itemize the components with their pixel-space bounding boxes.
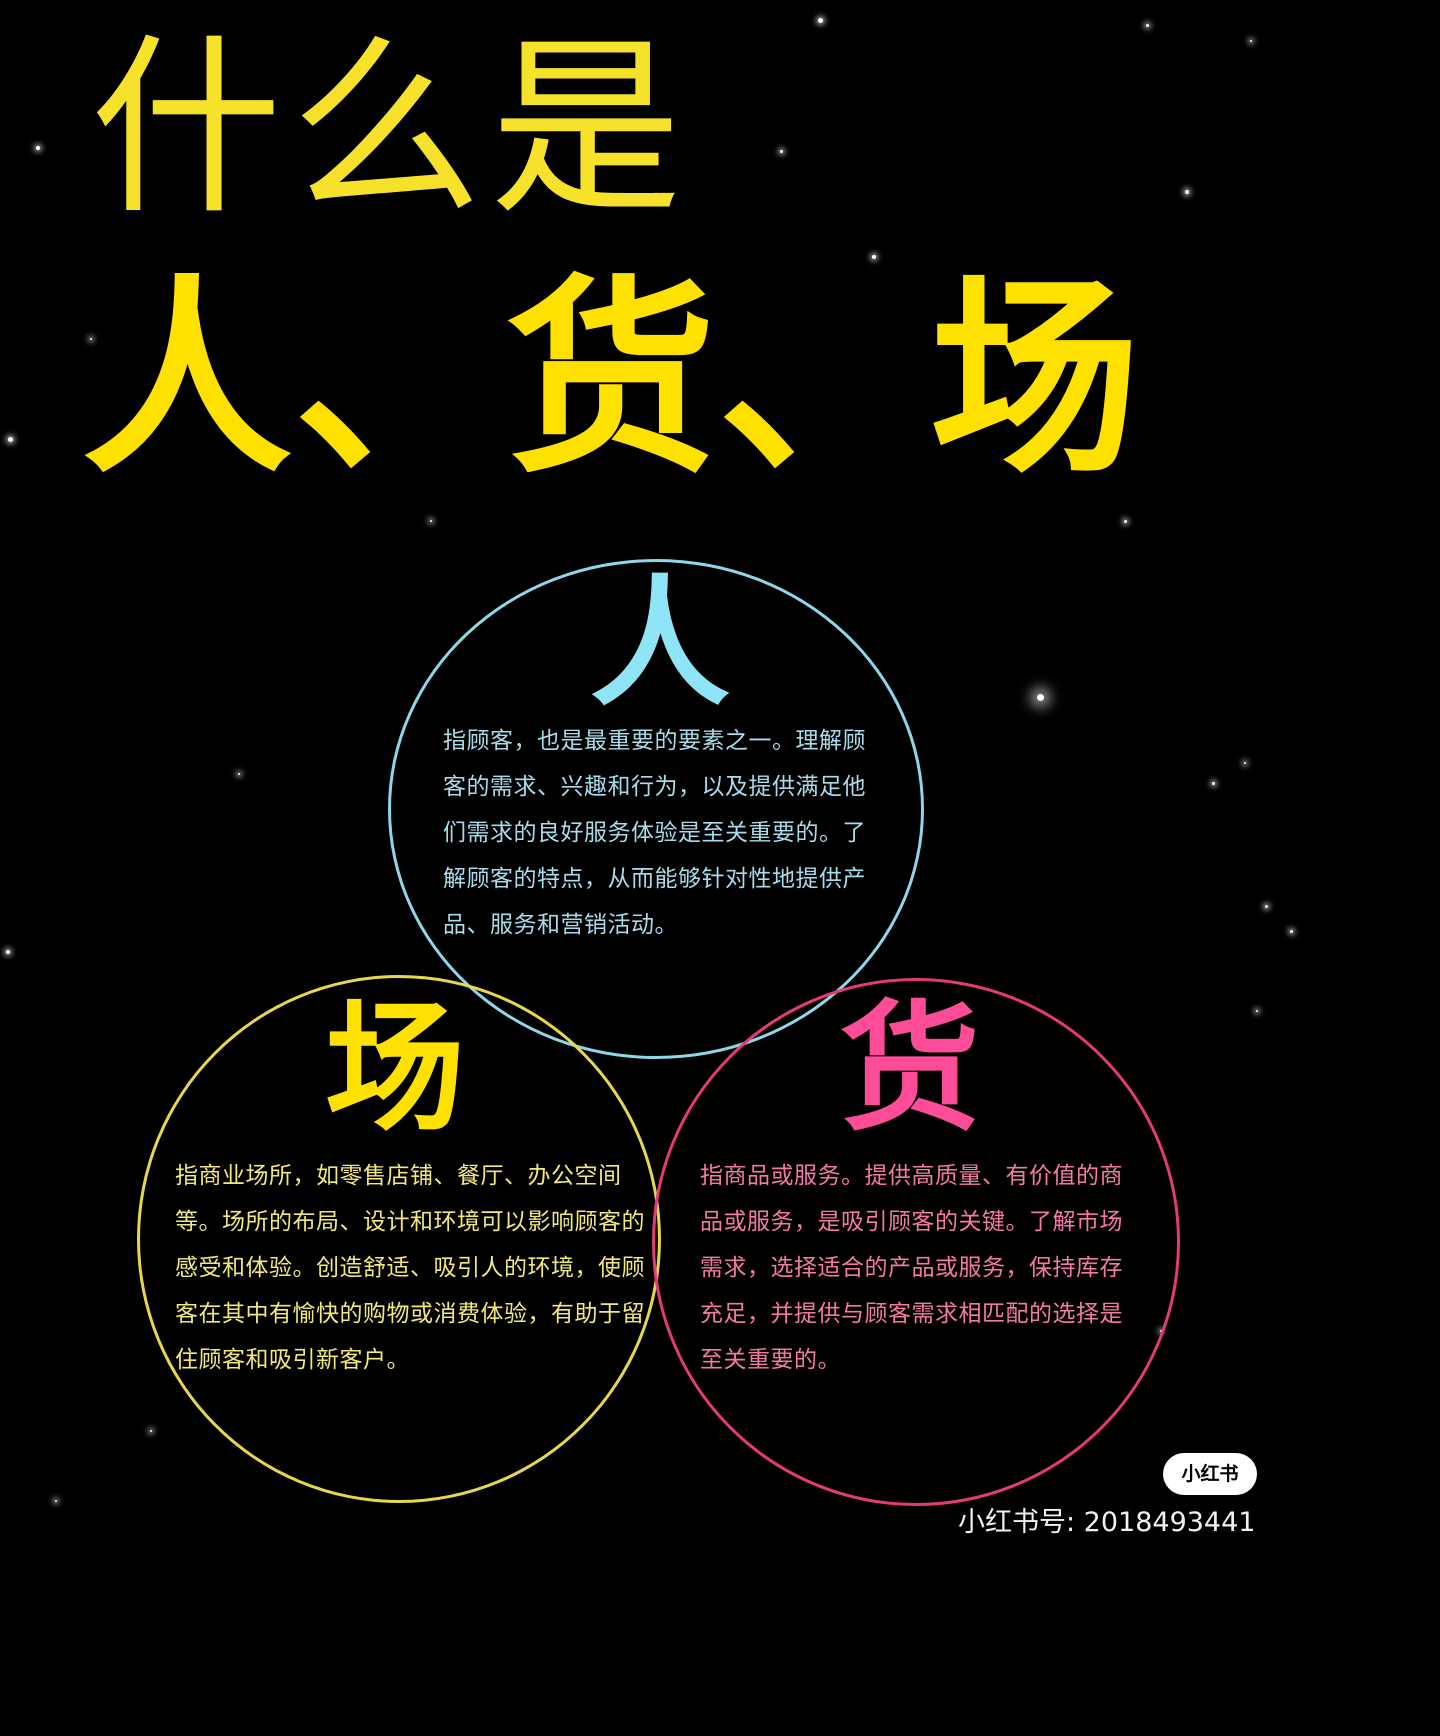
star-decoration [8,437,13,442]
title-top: 什么是 [90,18,690,241]
star-decoration [1146,24,1149,27]
ren-description: 指顾客，也是最重要的要素之一。理解顾客的需求、兴趣和行为，以及提供满足他们需求的… [443,728,866,938]
star-decoration [780,150,783,153]
star-decoration [1250,40,1252,42]
star-decoration [238,773,240,775]
star-decoration [90,338,92,340]
poster-canvas: 什么是 人、货、场 人 场 货 指顾客，也是最重要的要素之一。理解顾客的需求、兴… [6,18,1293,1538]
title-main: 人、货、场 [82,257,1143,502]
circle-huo [652,978,1180,1506]
star-decoration [36,146,40,150]
star-decoration [1256,1010,1258,1012]
star-decoration [872,255,876,259]
star-decoration [1124,520,1127,523]
star-decoration [1185,190,1189,194]
huo-description: 指商品或服务。提供高质量、有价值的商品或服务，是吸引顾客的关键。了解市场需求，选… [700,1163,1123,1373]
star-decoration [1244,762,1246,764]
star-decoration [430,520,432,522]
huo-heading: 货 [840,988,981,1151]
star-decoration [150,1430,152,1432]
star-decoration [55,1500,57,1502]
star-decoration [1290,930,1293,933]
star-decoration [1037,694,1044,701]
star-decoration [6,950,10,954]
account-id: 小红书号: 2018493441 [958,1507,1256,1538]
ren-heading: 人 [590,563,731,726]
circle-ren [388,559,924,1059]
star-decoration [1265,905,1268,908]
star-decoration [818,18,823,23]
chang-heading: 场 [325,988,466,1151]
chang-description: 指商业场所，如零售店铺、餐厅、办公空间等。场所的布局、设计和环境可以影响顾客的感… [175,1163,645,1373]
xiaohongshu-logo: 小红书 [1163,1453,1257,1495]
star-decoration [1212,782,1215,785]
